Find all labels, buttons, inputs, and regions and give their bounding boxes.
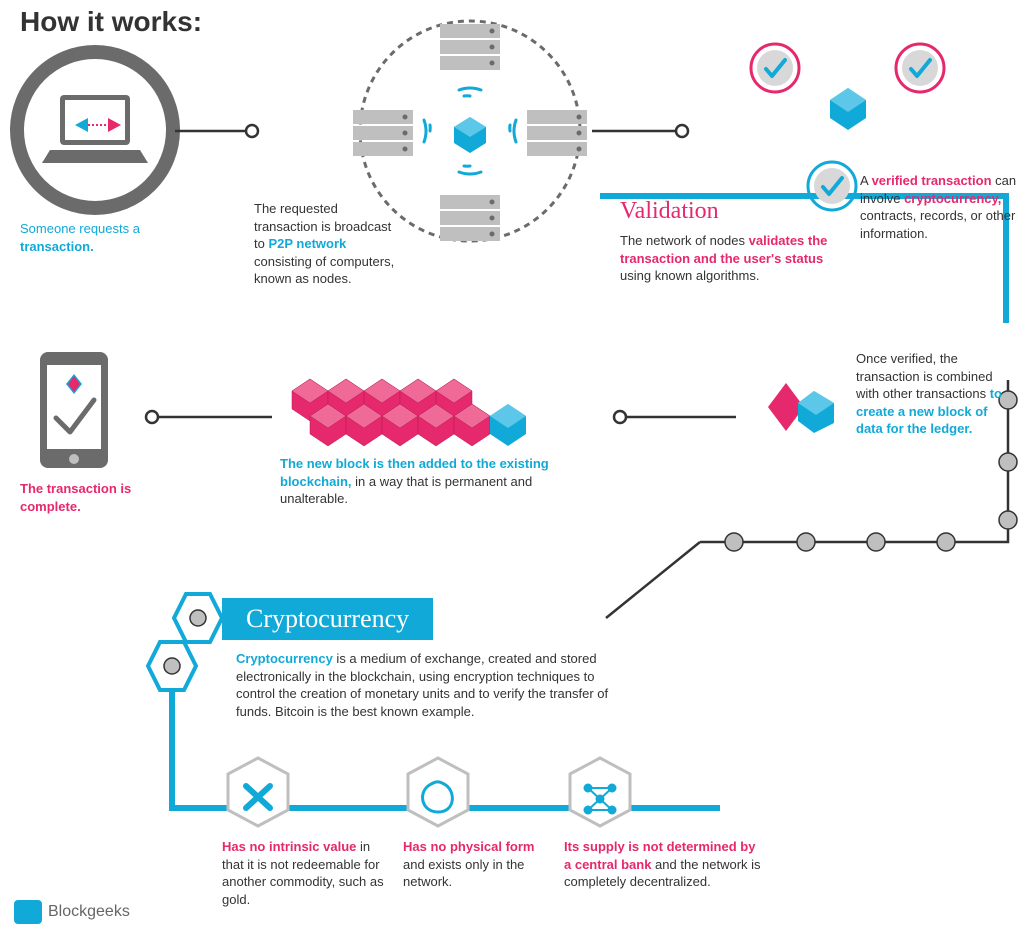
phone-icon (40, 352, 108, 468)
page-title: How it works: (20, 6, 202, 38)
step4-caption: A verified transaction can involve crypt… (860, 172, 1018, 242)
logo-text: Blockgeeks (48, 903, 130, 921)
step6-caption: The new block is then added to the exist… (280, 455, 560, 508)
blockchain-cluster-icon (292, 379, 526, 446)
validation-group-icon (830, 88, 866, 130)
validation-heading: Validation (620, 198, 719, 225)
step2-caption: The requested transaction is broadcast t… (254, 200, 404, 288)
feature1-caption: Has no intrinsic value in that it is not… (222, 838, 386, 908)
step3-caption: The network of nodes validates the trans… (620, 232, 840, 285)
blockgeeks-logo: Blockgeeks (14, 900, 130, 924)
step7-caption: The transaction is complete. (20, 480, 150, 515)
laptop-circle-icon (17, 52, 173, 208)
crypto-hex-cluster (148, 594, 222, 690)
step1-caption: Someone requests a transaction. (20, 220, 180, 255)
step5-caption: Once verified, the transaction is combin… (856, 350, 1006, 438)
new-block-icon (768, 383, 834, 433)
feature2-caption: Has no physical form and exists only in … (403, 838, 553, 891)
feature-hex-icons (228, 758, 630, 826)
logo-mark-icon (14, 900, 42, 924)
crypto-banner: Cryptocurrency (222, 598, 433, 640)
crypto-body: Cryptocurrency is a medium of exchange, … (236, 650, 636, 720)
feature3-caption: Its supply is not determined by a centra… (564, 838, 764, 891)
